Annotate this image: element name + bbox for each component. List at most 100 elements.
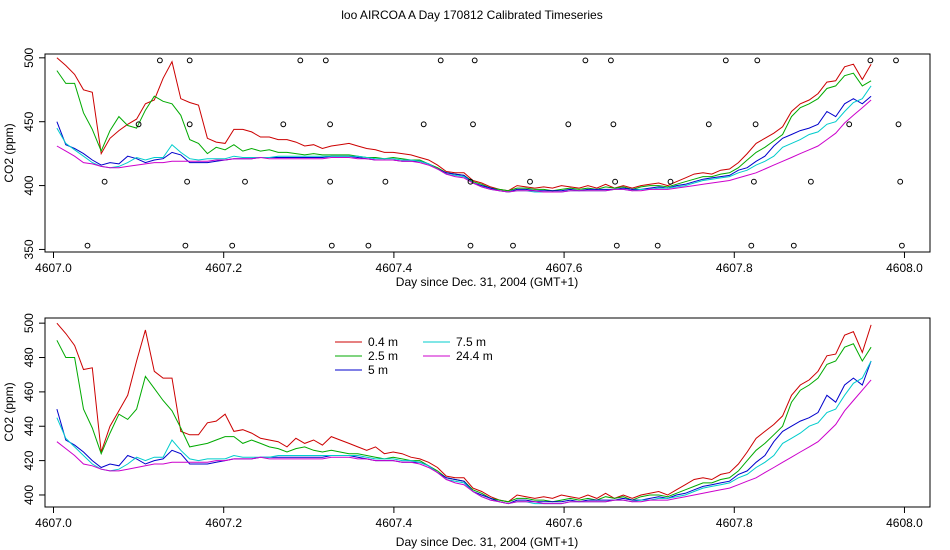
legend: 0.4 m 2.5 m 5 m 7.5 m 24.4 m (335, 335, 493, 377)
y-tick-label: 400 (22, 485, 36, 505)
x-tick-label: 4608.0 (886, 516, 923, 530)
marker-point-31 (613, 242, 620, 249)
marker-point-46 (897, 178, 904, 185)
x-tick-label: 4607.2 (205, 261, 242, 275)
bottom-series-layer (56, 322, 872, 505)
marker-point-39 (754, 57, 761, 64)
x-tick-label: 4607.2 (205, 516, 242, 530)
bottom-y-axis: 400 420 440 460 480 500 (22, 313, 46, 505)
marker-point-0 (84, 242, 91, 249)
y-tick-label: 440 (22, 416, 36, 436)
marker-point-15 (328, 242, 335, 249)
top-y-axis-label: CO2 (ppm) (2, 123, 16, 182)
marker-point-26 (565, 121, 572, 128)
marker-point-4 (182, 242, 189, 249)
x-tick-label: 4608.0 (886, 261, 923, 275)
series-line-0 (56, 322, 872, 503)
marker-point-16 (365, 242, 372, 249)
series-line-2 (56, 360, 872, 505)
series-line-2 (56, 95, 872, 193)
marker-point-43 (867, 57, 874, 64)
marker-point-36 (748, 242, 755, 249)
marker-point-38 (752, 121, 759, 128)
marker-point-19 (437, 57, 444, 64)
y-tick-label: 500 (22, 313, 36, 333)
marker-point-27 (582, 57, 589, 64)
marker-point-14 (327, 178, 334, 185)
marker-point-9 (242, 178, 248, 185)
legend-label-1: 2.5 m (368, 349, 398, 363)
marker-point-34 (705, 121, 712, 128)
top-panel: 4607.0 4607.2 4607.4 4607.6 4607.8 4608.0 350… (2, 48, 931, 289)
legend-label-0: 0.4 m (368, 335, 398, 349)
x-tick-label: 4607.0 (35, 261, 72, 275)
marker-point-33 (667, 178, 674, 185)
marker-point-6 (186, 121, 193, 128)
y-tick-label: 420 (22, 450, 36, 470)
marker-point-37 (751, 178, 757, 185)
bottom-x-axis-label: Day since Dec. 31, 2004 (GMT+1) (396, 535, 578, 549)
legend-label-3: 7.5 m (456, 335, 486, 349)
marker-point-29 (610, 121, 617, 128)
marker-point-13 (327, 121, 334, 128)
marker-point-41 (808, 178, 814, 185)
x-tick-label: 4607.4 (376, 516, 413, 530)
x-tick-label: 4607.8 (716, 261, 753, 275)
top-x-axis-label: Day since Dec. 31, 2004 (GMT+1) (396, 275, 578, 289)
marker-point-17 (382, 178, 389, 185)
marker-point-8 (229, 242, 236, 249)
marker-point-42 (846, 121, 853, 128)
marker-point-7 (186, 57, 193, 64)
top-plot-frame (44, 53, 931, 253)
y-tick-label: 450 (22, 111, 36, 131)
series-line-3 (56, 360, 872, 505)
marker-point-35 (722, 57, 729, 64)
marker-point-21 (467, 178, 474, 185)
marker-point-2 (135, 121, 142, 128)
legend-label-2: 5 m (368, 363, 388, 377)
marker-point-45 (895, 121, 902, 128)
y-tick-label: 350 (22, 239, 36, 259)
marker-point-3 (157, 57, 163, 64)
x-tick-label: 4607.8 (716, 516, 753, 530)
marker-point-11 (297, 57, 304, 64)
marker-point-32 (654, 242, 661, 249)
marker-point-28 (608, 57, 614, 64)
marker-point-1 (101, 178, 108, 185)
top-series-layer (56, 57, 872, 193)
y-tick-label: 500 (22, 48, 36, 68)
marker-point-25 (527, 178, 533, 185)
marker-point-40 (790, 242, 797, 249)
marker-point-22 (470, 121, 476, 128)
marker-point-47 (899, 242, 905, 249)
series-line-3 (56, 85, 872, 193)
marker-point-44 (893, 57, 899, 64)
marker-point-20 (467, 242, 474, 249)
x-tick-label: 4607.4 (376, 261, 413, 275)
x-tick-label: 4607.6 (546, 516, 583, 530)
top-y-axis: 350 400 450 500 (22, 48, 46, 259)
bottom-x-axis: 4607.0 4607.2 4607.4 4607.6 4607.8 4608.0 (35, 506, 923, 530)
marker-point-12 (322, 57, 329, 64)
y-tick-label: 460 (22, 382, 36, 402)
top-x-axis: 4607.0 4607.2 4607.4 4607.6 4607.8 4608.0 (35, 251, 923, 275)
marker-point-24 (510, 242, 516, 249)
series-line-4 (56, 379, 872, 505)
bottom-y-axis-label: CO2 (ppm) (2, 382, 16, 441)
marker-point-30 (612, 178, 618, 185)
y-tick-label: 480 (22, 347, 36, 367)
figure-title: loo AIRCOA A Day 170812 Calibrated Times… (341, 8, 602, 22)
marker-point-23 (471, 57, 478, 64)
marker-point-10 (280, 121, 287, 128)
top-marker-layer (84, 57, 905, 249)
bottom-panel: 4607.0 4607.2 4607.4 4607.6 4607.8 4608.0 400… (2, 313, 931, 549)
legend-label-4: 24.4 m (456, 349, 493, 363)
marker-point-5 (184, 178, 191, 185)
marker-point-18 (420, 121, 427, 128)
x-tick-label: 4607.6 (546, 261, 583, 275)
series-line-4 (56, 99, 872, 193)
x-tick-label: 4607.0 (35, 516, 72, 530)
series-line-0 (56, 57, 872, 192)
y-tick-label: 400 (22, 175, 36, 195)
